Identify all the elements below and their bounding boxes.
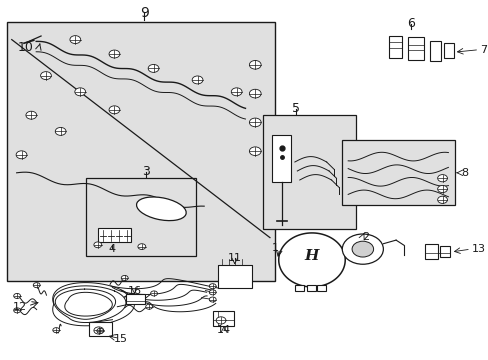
Text: 8: 8 bbox=[460, 168, 468, 178]
Text: 4: 4 bbox=[109, 244, 116, 254]
Circle shape bbox=[55, 127, 66, 135]
Circle shape bbox=[209, 284, 216, 289]
Circle shape bbox=[216, 317, 225, 324]
Text: 7: 7 bbox=[479, 45, 487, 55]
Circle shape bbox=[75, 88, 85, 96]
Circle shape bbox=[249, 118, 261, 127]
Circle shape bbox=[53, 328, 60, 333]
Bar bbox=[407, 37, 423, 60]
Circle shape bbox=[109, 50, 120, 58]
Circle shape bbox=[437, 185, 447, 193]
Text: 16: 16 bbox=[127, 286, 141, 296]
Circle shape bbox=[249, 147, 261, 156]
Text: 5: 5 bbox=[291, 102, 299, 115]
Text: 14: 14 bbox=[217, 325, 230, 336]
Circle shape bbox=[342, 234, 383, 264]
Bar bbox=[98, 228, 131, 242]
Text: 1: 1 bbox=[271, 243, 278, 253]
Circle shape bbox=[94, 327, 103, 334]
Bar bbox=[443, 43, 453, 58]
Bar bbox=[316, 285, 325, 291]
Circle shape bbox=[138, 244, 145, 249]
Text: 6: 6 bbox=[406, 17, 414, 30]
Bar bbox=[7, 22, 274, 281]
Bar bbox=[271, 135, 291, 182]
Polygon shape bbox=[278, 233, 345, 287]
Ellipse shape bbox=[136, 197, 186, 221]
Text: H: H bbox=[304, 249, 319, 263]
Bar bbox=[126, 294, 144, 304]
Circle shape bbox=[209, 290, 216, 295]
Circle shape bbox=[94, 242, 102, 248]
Circle shape bbox=[16, 151, 27, 159]
Circle shape bbox=[41, 72, 51, 80]
Bar bbox=[89, 322, 112, 336]
Bar bbox=[439, 246, 449, 257]
Text: 9: 9 bbox=[140, 6, 148, 19]
Circle shape bbox=[249, 60, 261, 69]
Circle shape bbox=[14, 308, 20, 313]
Bar bbox=[429, 41, 440, 61]
Circle shape bbox=[249, 89, 261, 98]
Bar bbox=[213, 311, 233, 326]
Circle shape bbox=[70, 36, 81, 44]
Bar bbox=[294, 285, 303, 291]
Circle shape bbox=[209, 297, 216, 302]
Bar bbox=[306, 285, 315, 291]
Circle shape bbox=[231, 88, 242, 96]
Circle shape bbox=[148, 64, 159, 72]
Text: 11: 11 bbox=[227, 253, 241, 263]
Bar bbox=[388, 36, 402, 58]
Circle shape bbox=[437, 196, 447, 203]
Text: 10: 10 bbox=[18, 41, 33, 54]
Circle shape bbox=[351, 241, 373, 257]
Circle shape bbox=[437, 175, 447, 182]
Text: 13: 13 bbox=[471, 244, 485, 254]
Circle shape bbox=[192, 76, 203, 84]
Circle shape bbox=[109, 106, 120, 114]
Bar bbox=[85, 178, 195, 256]
Bar bbox=[425, 244, 437, 259]
Circle shape bbox=[26, 111, 37, 119]
Text: 12: 12 bbox=[13, 302, 27, 312]
Circle shape bbox=[33, 283, 40, 288]
Circle shape bbox=[97, 328, 103, 333]
Circle shape bbox=[145, 304, 152, 309]
Text: 15: 15 bbox=[114, 334, 128, 344]
Text: 2: 2 bbox=[361, 232, 368, 242]
Circle shape bbox=[121, 275, 128, 280]
Bar bbox=[217, 265, 251, 288]
Circle shape bbox=[150, 291, 157, 296]
Text: 3: 3 bbox=[142, 165, 150, 178]
Bar bbox=[342, 140, 454, 205]
Bar bbox=[263, 115, 355, 229]
Circle shape bbox=[14, 293, 20, 298]
